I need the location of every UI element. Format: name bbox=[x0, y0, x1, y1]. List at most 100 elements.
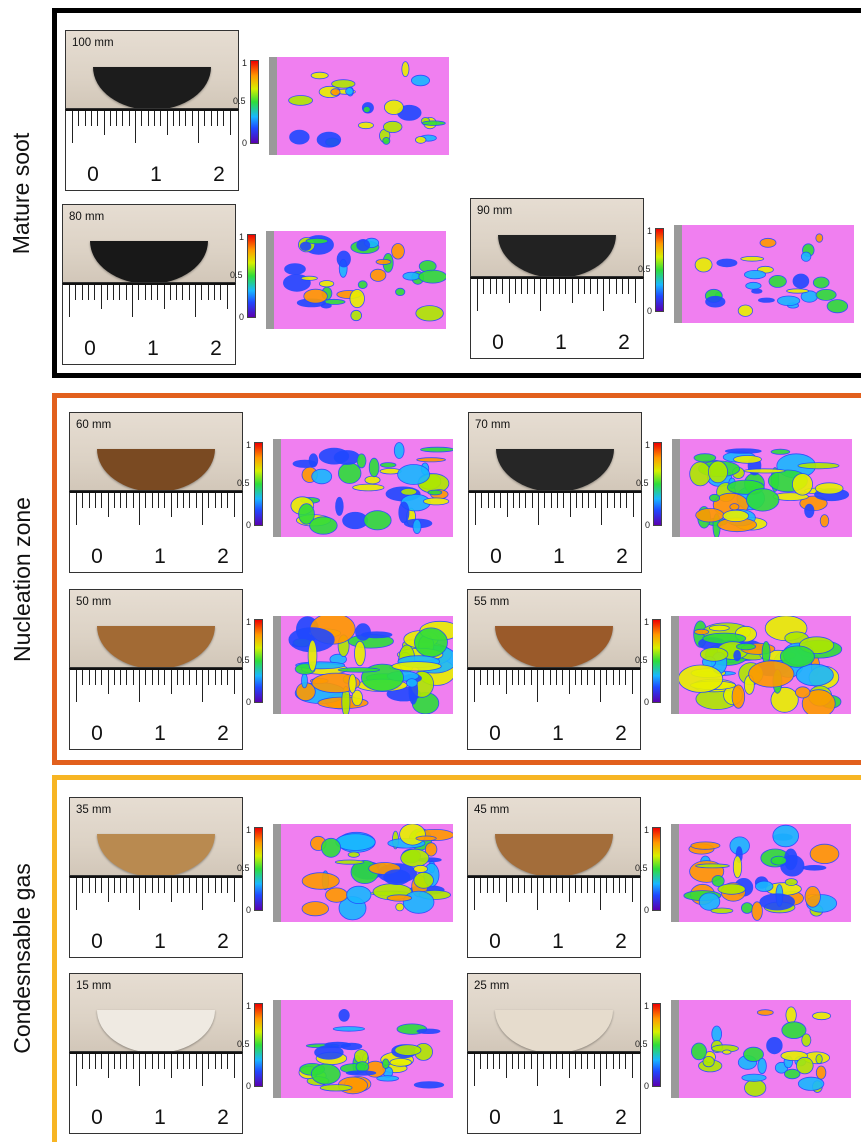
ruler-tick bbox=[628, 279, 630, 294]
map-blob bbox=[784, 878, 798, 886]
ruler-tick bbox=[618, 878, 620, 893]
ruler-tick bbox=[530, 1054, 532, 1069]
ruler-tick bbox=[132, 878, 134, 893]
ruler-tick bbox=[164, 493, 166, 508]
distance-label: 100 mm bbox=[72, 37, 114, 49]
map-blob bbox=[384, 99, 404, 115]
ruler-tick bbox=[495, 279, 497, 294]
map-blob bbox=[301, 901, 330, 917]
ruler-tick bbox=[506, 493, 508, 517]
map-blob bbox=[812, 276, 830, 289]
ruler-tick bbox=[101, 493, 103, 508]
ruler-tick bbox=[596, 279, 598, 294]
section-label-mature: Mature soot bbox=[0, 8, 44, 378]
ruler-tick bbox=[139, 1054, 140, 1086]
ruler-tick bbox=[524, 670, 526, 685]
ruler-tick bbox=[87, 285, 89, 300]
ruler-tick bbox=[546, 279, 548, 294]
ruler-tick bbox=[568, 670, 570, 694]
colorbar-max-label: 1 bbox=[246, 617, 252, 627]
map-blob bbox=[394, 1044, 422, 1056]
map-blob bbox=[413, 871, 434, 889]
ruler-tick bbox=[544, 493, 546, 508]
section-label-nucleation: Nucleation zone bbox=[0, 393, 44, 765]
ruler-tick bbox=[120, 1054, 122, 1069]
ruler-tick bbox=[487, 493, 489, 508]
ruler-tick bbox=[139, 878, 140, 910]
ruler-tick bbox=[600, 1054, 601, 1086]
ruler-tick bbox=[625, 1054, 627, 1069]
map-blob bbox=[759, 237, 777, 248]
ruler-tick bbox=[556, 493, 558, 508]
ruler-tick bbox=[128, 111, 130, 126]
map-blob bbox=[740, 902, 754, 914]
scale-strip bbox=[671, 824, 679, 922]
map-blob bbox=[311, 468, 333, 485]
ruler-tick bbox=[176, 285, 178, 300]
ruler-tick bbox=[233, 670, 235, 694]
ruler-tick bbox=[489, 279, 491, 294]
map-blob bbox=[391, 661, 442, 672]
sample-photo: 25 mm bbox=[467, 973, 641, 1052]
map-blob bbox=[346, 885, 372, 905]
map-blob bbox=[307, 639, 318, 672]
ruler-tick bbox=[499, 670, 501, 685]
ruler-tick bbox=[189, 878, 191, 893]
ruler-tick bbox=[120, 878, 122, 893]
ruler-number: 1 bbox=[154, 545, 166, 568]
colorbar-mid-label: 0.5 bbox=[237, 1039, 250, 1049]
ruler-tick bbox=[518, 878, 520, 893]
ruler-tick bbox=[208, 493, 210, 508]
ruler-tick bbox=[555, 878, 557, 893]
colorbar-max-label: 1 bbox=[246, 825, 252, 835]
ruler-tick bbox=[195, 285, 196, 317]
ruler-number: 1 bbox=[150, 163, 162, 186]
ruler-tick bbox=[606, 1054, 608, 1069]
map-blob bbox=[382, 137, 391, 145]
intensity-map-svg bbox=[679, 616, 843, 714]
ruler-tick bbox=[170, 878, 172, 902]
ruler-tick bbox=[549, 670, 551, 685]
map-blob bbox=[716, 258, 738, 268]
ruler-tick bbox=[202, 493, 203, 525]
colorbar-mid-label: 0.5 bbox=[635, 1039, 648, 1049]
ruler: 0 1 2 bbox=[467, 668, 641, 750]
ruler-tick bbox=[233, 1054, 235, 1078]
ruler-tick bbox=[477, 279, 478, 311]
colorbar-max-label: 1 bbox=[647, 226, 653, 236]
ruler-tick bbox=[227, 1054, 229, 1069]
ruler-tick bbox=[619, 493, 621, 508]
ruler-tick bbox=[164, 1054, 166, 1069]
ruler-number: 1 bbox=[555, 331, 567, 354]
sample-photo: 15 mm bbox=[69, 973, 243, 1052]
ruler-tick bbox=[568, 878, 570, 902]
ruler-tick bbox=[188, 285, 190, 300]
scale-strip bbox=[273, 439, 281, 537]
ruler-tick bbox=[555, 1054, 557, 1069]
ruler-tick bbox=[210, 111, 212, 126]
ruler-tick bbox=[84, 111, 86, 126]
map-blob bbox=[351, 689, 363, 707]
intensity-map-svg bbox=[689, 448, 850, 537]
map-blob bbox=[289, 129, 310, 145]
section-box-condensable bbox=[52, 775, 861, 1142]
map-blob bbox=[386, 894, 413, 902]
map-blob bbox=[722, 509, 750, 523]
ruler-tick bbox=[550, 493, 552, 508]
section-box-mature bbox=[52, 8, 861, 378]
ruler-tick bbox=[103, 111, 105, 135]
ruler-tick bbox=[607, 493, 609, 508]
ruler-number: 2 bbox=[217, 1106, 229, 1129]
colorbar-max-label: 1 bbox=[246, 440, 252, 450]
map-blob bbox=[379, 462, 397, 468]
ruler-tick bbox=[625, 878, 627, 893]
ruler-tick bbox=[90, 111, 92, 126]
ruler: 0 1 2 bbox=[69, 876, 243, 958]
map-blob bbox=[420, 446, 453, 453]
map-blob bbox=[693, 453, 717, 463]
ruler-tick bbox=[195, 1054, 197, 1069]
ruler-number: 0 bbox=[91, 1106, 103, 1129]
colorbar-mid-label: 0.5 bbox=[635, 863, 648, 873]
map-blob bbox=[690, 841, 721, 850]
ruler-tick bbox=[625, 670, 627, 685]
